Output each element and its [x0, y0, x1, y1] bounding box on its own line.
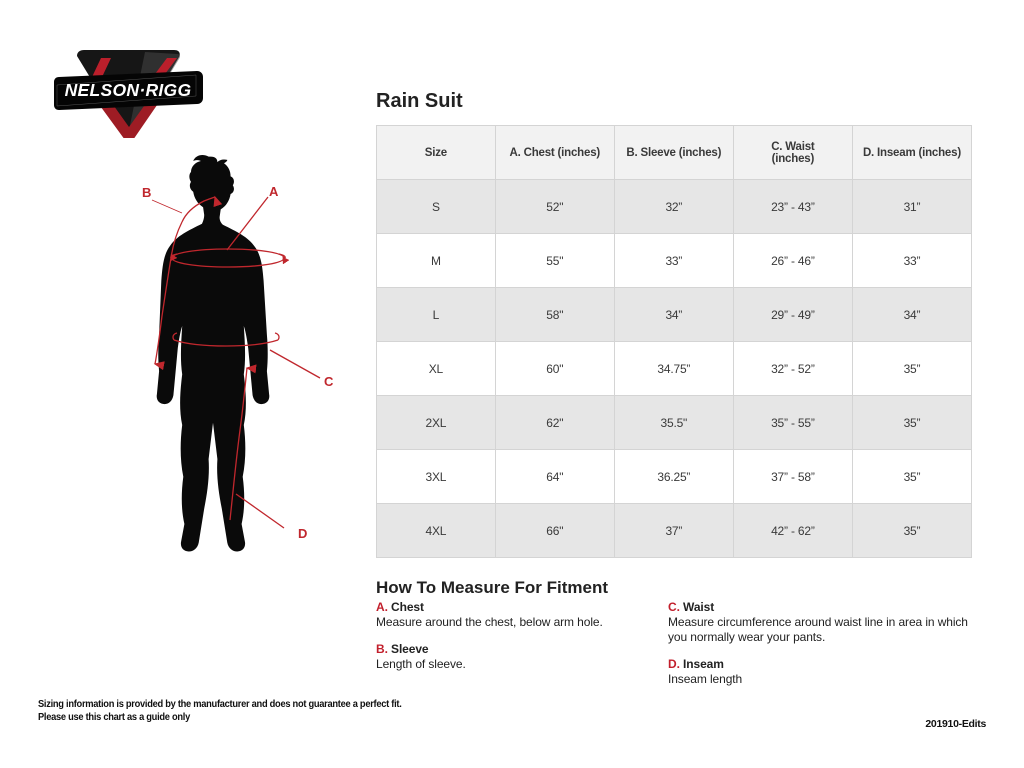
svg-text:A: A	[269, 184, 279, 199]
svg-text:B: B	[142, 185, 151, 200]
svg-text:D: D	[298, 526, 307, 541]
svg-text:C: C	[324, 374, 334, 389]
